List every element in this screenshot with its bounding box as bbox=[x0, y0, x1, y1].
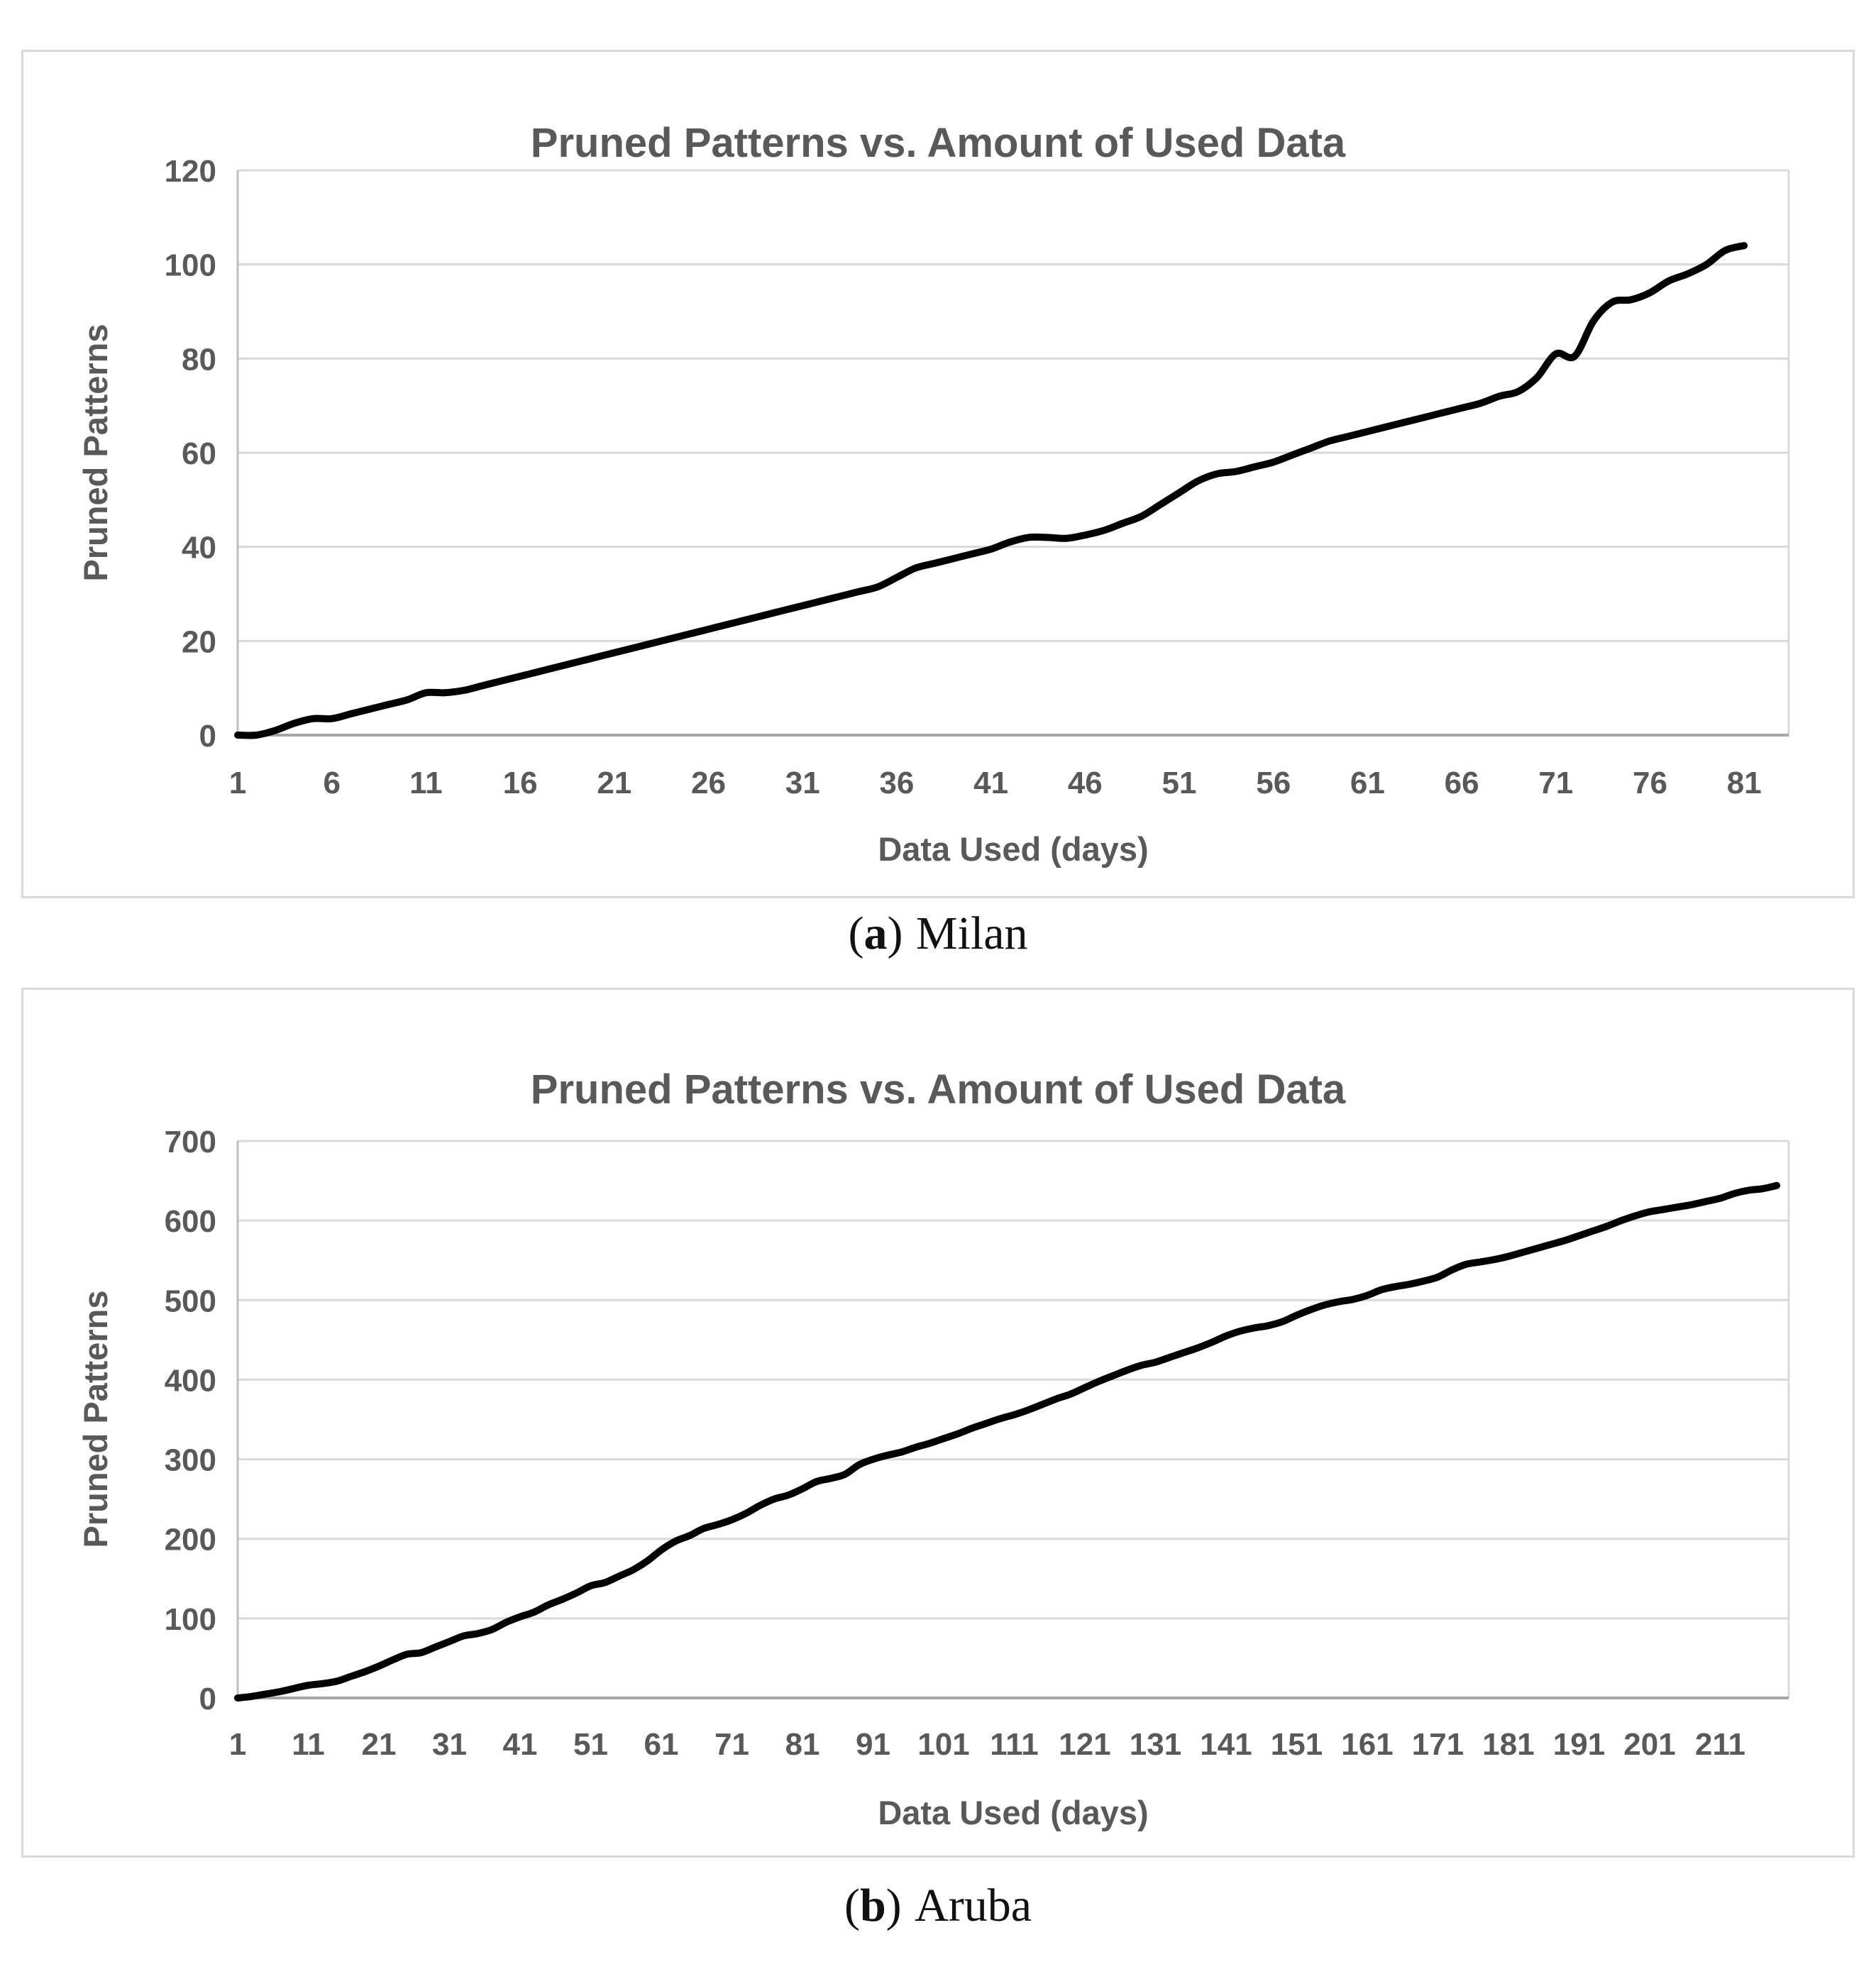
caption-paren-open: ( bbox=[844, 1880, 860, 1931]
y-tick-label: 100 bbox=[165, 248, 216, 283]
caption-paren-open: ( bbox=[848, 908, 864, 959]
series-line-aruba bbox=[234, 1181, 1781, 1702]
x-tick-label: 151 bbox=[1271, 1727, 1323, 1762]
x-tick-label: 191 bbox=[1553, 1727, 1605, 1762]
x-tick-label: 171 bbox=[1412, 1727, 1464, 1762]
x-tick-label: 61 bbox=[1350, 766, 1385, 800]
y-tick-label: 0 bbox=[199, 1682, 216, 1716]
chart-panel-aruba: 0 100 200 300 400 500 600 700 1 11 21 31 41 51 61 71 81 9… bbox=[21, 988, 1855, 1858]
caption-text: Aruba bbox=[915, 1880, 1032, 1931]
x-tick-label: 41 bbox=[503, 1727, 538, 1762]
x-tick-label: 31 bbox=[785, 766, 820, 800]
x-tick-label: 51 bbox=[1162, 766, 1197, 800]
x-tick-label: 71 bbox=[1538, 766, 1573, 800]
x-tick-label: 56 bbox=[1256, 766, 1291, 800]
y-tick-label: 100 bbox=[165, 1602, 216, 1637]
x-tick-label: 201 bbox=[1623, 1727, 1675, 1762]
y-tick-label: 80 bbox=[182, 342, 216, 377]
x-tick-label: 31 bbox=[432, 1727, 467, 1762]
y-tick-label: 20 bbox=[182, 624, 216, 659]
x-tick-label: 41 bbox=[973, 766, 1008, 800]
y-tick-label: 0 bbox=[199, 719, 216, 754]
x-tick-label: 101 bbox=[917, 1727, 969, 1762]
y-tick-label: 200 bbox=[165, 1523, 216, 1557]
x-tick-label: 1 bbox=[229, 1727, 246, 1762]
x-tick-label: 81 bbox=[785, 1727, 820, 1762]
x-tick-label: 61 bbox=[644, 1727, 679, 1762]
x-tick-label: 131 bbox=[1130, 1727, 1181, 1762]
x-tick-label: 26 bbox=[691, 766, 726, 800]
x-tick-label: 76 bbox=[1633, 766, 1667, 800]
caption-milan: (a) Milan bbox=[0, 907, 1876, 961]
x-tick-label: 81 bbox=[1727, 766, 1762, 800]
y-tick-label: 400 bbox=[165, 1363, 216, 1398]
x-tick-label: 211 bbox=[1695, 1727, 1745, 1762]
chart-title: Pruned Patterns vs. Amount of Used Data bbox=[531, 120, 1346, 166]
y-axis-title: Pruned Patterns bbox=[77, 324, 114, 581]
chart-title: Pruned Patterns vs. Amount of Used Data bbox=[531, 1066, 1346, 1113]
caption-paren-close: ) bbox=[885, 1880, 902, 1931]
caption-text: Milan bbox=[915, 908, 1028, 959]
y-tick-label: 300 bbox=[165, 1443, 216, 1478]
x-tick-label: 16 bbox=[503, 766, 538, 800]
y-tick-label: 40 bbox=[182, 531, 216, 566]
x-axis-title: Data Used (days) bbox=[878, 830, 1148, 868]
x-tick-label: 1 bbox=[229, 766, 246, 800]
x-tick-label: 46 bbox=[1068, 766, 1103, 800]
y-tick-label: 120 bbox=[165, 154, 216, 189]
x-tick-label: 21 bbox=[362, 1727, 397, 1762]
x-tick-label: 111 bbox=[990, 1727, 1039, 1762]
x-tick-label: 66 bbox=[1445, 766, 1479, 800]
caption-paren-close: ) bbox=[887, 908, 903, 959]
x-tick-label: 11 bbox=[409, 766, 443, 800]
x-tick-label: 21 bbox=[597, 766, 631, 800]
x-tick-label: 6 bbox=[323, 766, 340, 800]
x-tick-label: 91 bbox=[856, 1727, 890, 1762]
y-tick-label: 60 bbox=[182, 436, 216, 471]
x-tick-label: 36 bbox=[879, 766, 914, 800]
x-tick-label: 141 bbox=[1200, 1727, 1252, 1762]
y-tick-label: 600 bbox=[165, 1204, 216, 1239]
x-tick-label: 71 bbox=[714, 1727, 749, 1762]
x-tick-label: 51 bbox=[573, 1727, 608, 1762]
x-tick-label: 181 bbox=[1482, 1727, 1534, 1762]
x-tick-label: 11 bbox=[292, 1727, 325, 1762]
caption-letter: b bbox=[859, 1880, 886, 1931]
caption-aruba: (b) Aruba bbox=[0, 1879, 1876, 1933]
caption-letter: a bbox=[863, 908, 888, 959]
series-line-milan bbox=[234, 242, 1748, 739]
y-tick-label: 500 bbox=[165, 1284, 216, 1318]
x-axis-title: Data Used (days) bbox=[878, 1794, 1148, 1831]
y-axis-title: Pruned Patterns bbox=[77, 1290, 114, 1548]
x-tick-label: 121 bbox=[1059, 1727, 1110, 1762]
x-tick-label: 161 bbox=[1341, 1727, 1393, 1762]
chart-panel-milan: 0 20 40 60 80 100 120 1 6 11 16 21 26 31 36 41 46 51 56 61 6… bbox=[21, 50, 1855, 898]
y-tick-label: 700 bbox=[165, 1125, 216, 1159]
